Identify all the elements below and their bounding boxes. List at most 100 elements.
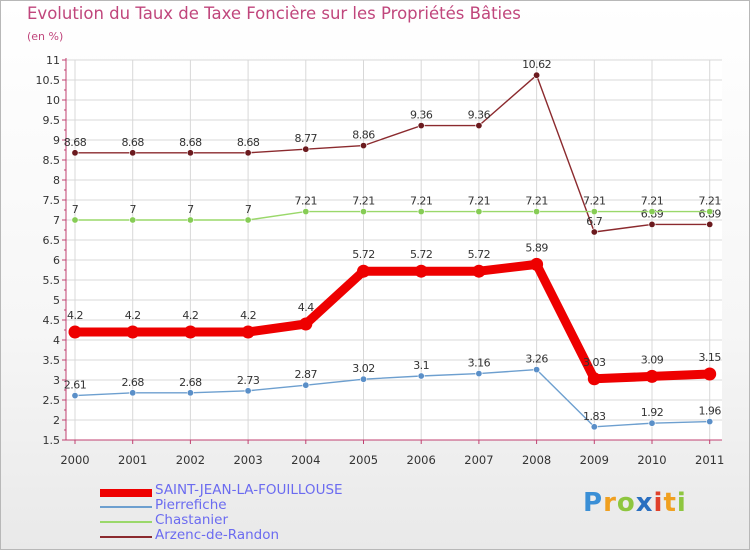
- data-label: 2.73: [237, 374, 260, 387]
- data-point: [299, 317, 313, 331]
- chart-title: Evolution du Taux de Taxe Foncière sur l…: [27, 4, 521, 23]
- y-tick-label: 1.5: [43, 434, 61, 447]
- y-axis-unit: (en %): [27, 30, 64, 43]
- data-point: [359, 375, 367, 383]
- data-point: [244, 149, 252, 157]
- data-point: [129, 216, 137, 224]
- data-label: 5.72: [468, 248, 491, 261]
- x-tick-label: 2000: [60, 453, 89, 467]
- y-tick-label: 8.5: [43, 154, 61, 167]
- x-tick-label: 2001: [118, 453, 147, 467]
- x-tick-label: 2011: [695, 453, 724, 467]
- data-label: 8.68: [179, 136, 202, 149]
- data-point: [706, 220, 714, 228]
- legend-item-pierrefiche: Pierrefiche: [100, 497, 400, 514]
- data-point: [587, 372, 601, 386]
- data-label: 7: [129, 203, 136, 216]
- data-point: [648, 208, 656, 216]
- legend-label: Chastanier: [155, 512, 229, 528]
- data-point: [129, 389, 137, 397]
- x-tick-label: 2005: [349, 453, 378, 467]
- data-label: 3.15: [698, 351, 721, 364]
- proxiti-logo: Proxiti: [583, 488, 687, 518]
- data-label: 8.86: [352, 129, 375, 142]
- y-tick-label: 4.5: [43, 314, 61, 327]
- y-tick-label: 6.5: [43, 234, 61, 247]
- data-label: 7: [187, 203, 194, 216]
- data-point: [302, 208, 310, 216]
- x-tick-label: 2008: [522, 453, 551, 467]
- legend-swatch: [100, 521, 152, 523]
- data-point: [703, 367, 717, 381]
- data-point: [302, 381, 310, 389]
- y-tick-label: 2: [53, 414, 60, 427]
- data-label: 3.02: [352, 362, 375, 375]
- data-point: [186, 216, 194, 224]
- data-point: [129, 149, 137, 157]
- data-label: 3.26: [525, 353, 548, 366]
- data-point: [417, 372, 425, 380]
- data-point: [359, 208, 367, 216]
- x-tick-label: 2006: [407, 453, 436, 467]
- plot-area: [66, 60, 722, 440]
- series-line: [74, 74, 711, 233]
- legend-label: Arzenc-de-Randon: [155, 527, 280, 543]
- data-point: [359, 142, 367, 150]
- data-point: [530, 257, 544, 271]
- y-tick-label: 5: [53, 294, 60, 307]
- logo-letter: o: [616, 488, 636, 518]
- data-label: 7.21: [583, 195, 606, 208]
- legend-label: Pierrefiche: [155, 497, 227, 513]
- data-label: 4.2: [240, 309, 256, 322]
- data-point: [706, 418, 714, 426]
- x-tick-label: 2009: [580, 453, 609, 467]
- data-point: [533, 71, 541, 79]
- data-label: 8.68: [121, 136, 144, 149]
- data-point: [590, 228, 598, 236]
- series-line: [74, 210, 711, 221]
- logo-letter: r: [603, 488, 617, 518]
- data-point: [648, 220, 656, 228]
- x-tick-label: 2007: [464, 453, 493, 467]
- data-label: 3.16: [468, 357, 491, 370]
- legend-item-saint-jean-la-fouillouse: SAINT-JEAN-LA-FOUILLOUSE: [100, 482, 400, 499]
- data-label: 7.21: [295, 195, 318, 208]
- y-tick-label: 3: [53, 374, 60, 387]
- x-tick-label: 2003: [233, 453, 262, 467]
- data-point: [71, 216, 79, 224]
- data-label: 5.72: [352, 248, 375, 261]
- data-point: [706, 208, 714, 216]
- data-label: 7.21: [468, 195, 491, 208]
- data-label: 8.68: [64, 136, 87, 149]
- data-point: [475, 370, 483, 378]
- data-point: [475, 208, 483, 216]
- y-tick-label: 8: [53, 174, 60, 187]
- data-label: 3.03: [583, 356, 606, 369]
- data-label: 8.68: [237, 136, 260, 149]
- data-label: 8.77: [295, 132, 318, 145]
- data-label: 7.21: [352, 195, 375, 208]
- data-point: [126, 325, 140, 339]
- data-label: 7.21: [698, 195, 721, 208]
- x-tick-label: 2010: [637, 453, 666, 467]
- logo-letter: i: [653, 488, 664, 518]
- data-point: [68, 325, 82, 339]
- data-label: 2.61: [64, 379, 87, 392]
- y-tick-label: 2.5: [43, 394, 61, 407]
- data-label: 2.68: [179, 376, 202, 389]
- data-label: 3.1: [413, 359, 429, 372]
- data-point: [645, 369, 659, 383]
- legend-item-arzenc-de-randon: Arzenc-de-Randon: [100, 527, 400, 544]
- series-line: [74, 368, 711, 428]
- data-point: [533, 366, 541, 374]
- legend-item-chastanier: Chastanier: [100, 512, 400, 529]
- data-label: 3.09: [641, 353, 664, 366]
- y-tick-label: 9.5: [43, 114, 61, 127]
- x-tick-label: 2002: [176, 453, 205, 467]
- data-point: [71, 392, 79, 400]
- legend-swatch: [100, 536, 152, 538]
- legend-swatch: [100, 489, 152, 497]
- data-label: 7.21: [525, 195, 548, 208]
- data-label: 5.72: [410, 248, 433, 261]
